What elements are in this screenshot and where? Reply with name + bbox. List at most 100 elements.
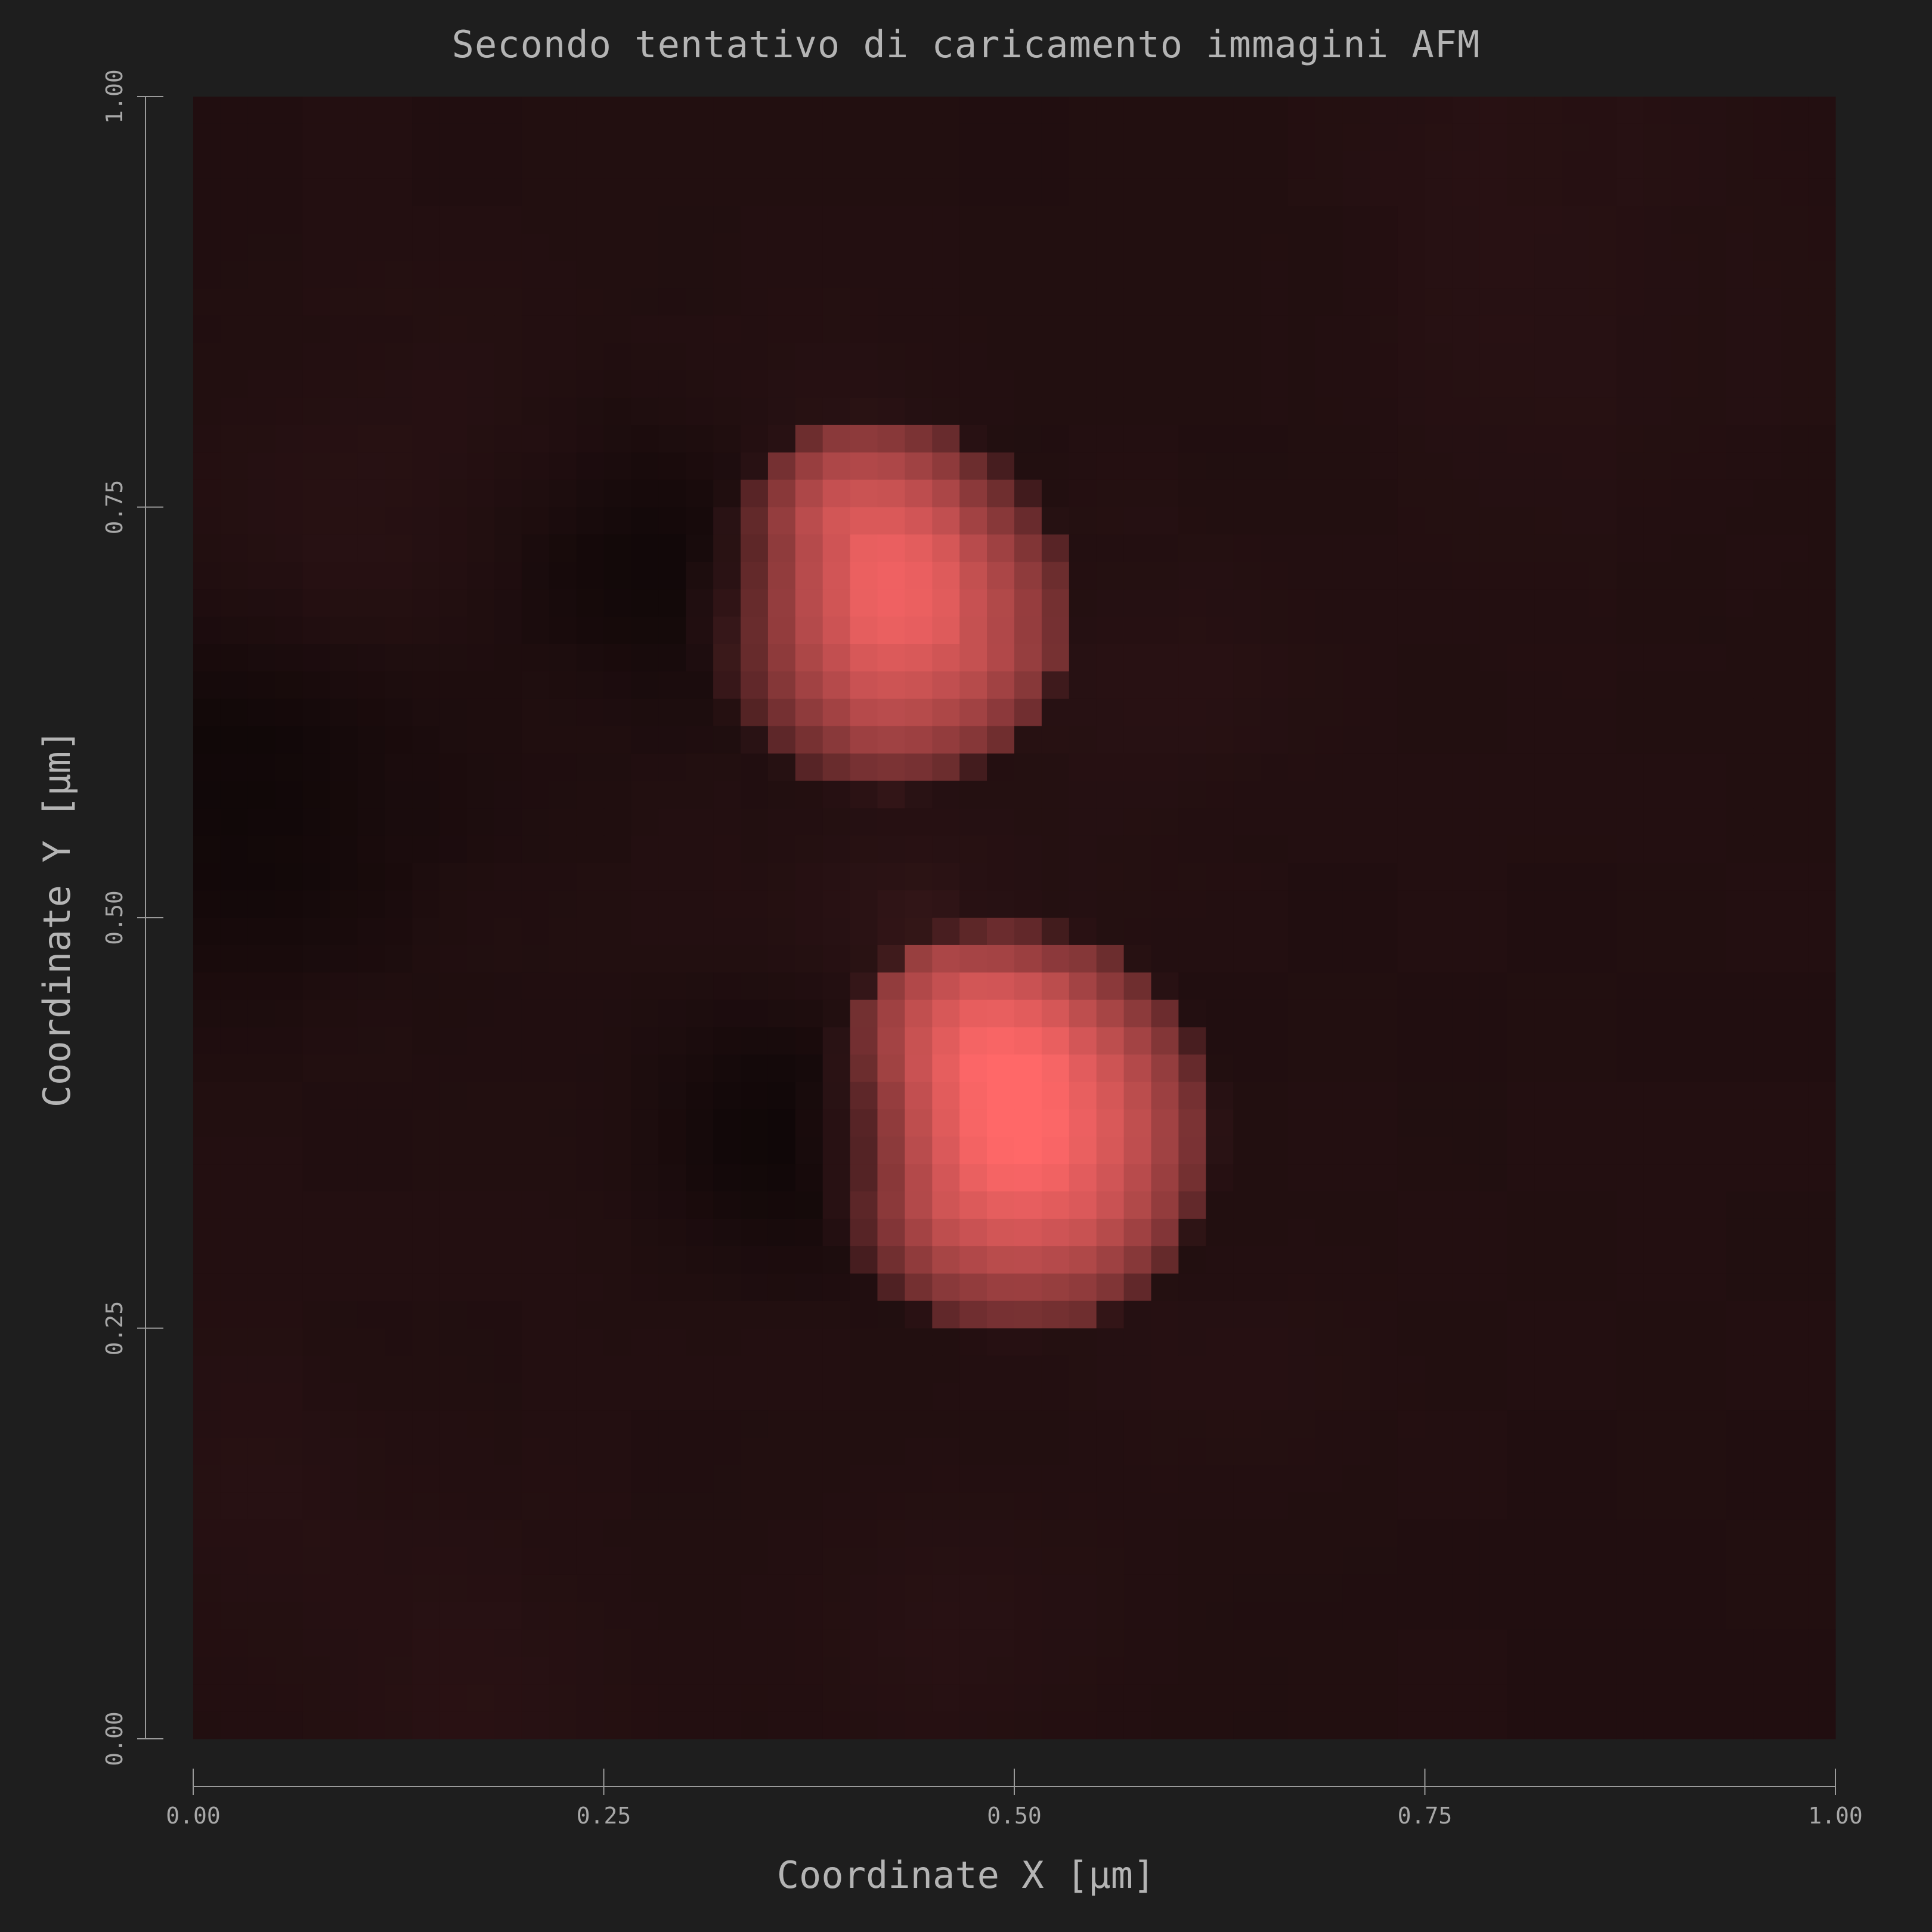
heatmap-cell — [193, 698, 221, 727]
heatmap-cell — [385, 261, 413, 289]
heatmap-cell — [439, 972, 467, 1001]
heatmap-cell — [1397, 1246, 1426, 1274]
heatmap-cell — [1151, 178, 1179, 207]
heatmap-cell — [549, 1246, 577, 1274]
heatmap-cell — [494, 452, 522, 481]
heatmap-cell — [549, 343, 577, 371]
heatmap-cell — [1643, 999, 1672, 1028]
heatmap-cell — [1616, 1519, 1645, 1548]
heatmap-cell — [1643, 1711, 1672, 1739]
heatmap-cell — [1288, 698, 1316, 727]
heatmap-cell — [1808, 97, 1836, 125]
heatmap-cell — [385, 1137, 413, 1165]
heatmap-cell — [713, 97, 741, 125]
heatmap-cell — [1041, 890, 1070, 918]
heatmap-cell — [1726, 726, 1754, 754]
heatmap-cell — [631, 1246, 659, 1274]
heatmap-cell — [549, 479, 577, 508]
heatmap-cell — [1616, 1027, 1645, 1055]
heatmap-cell — [932, 1355, 960, 1383]
heatmap-cell — [1507, 1574, 1535, 1603]
heatmap-cell — [1616, 890, 1645, 918]
heatmap-cell — [439, 397, 467, 426]
heatmap-cell — [1370, 890, 1398, 918]
heatmap-cell — [1808, 1547, 1836, 1575]
heatmap-cell — [932, 1574, 960, 1603]
heatmap-cell — [247, 343, 276, 371]
heatmap-cell — [822, 1684, 851, 1712]
heatmap-cell — [247, 999, 276, 1028]
heatmap-cell — [932, 151, 960, 179]
heatmap-cell — [1671, 617, 1699, 645]
heatmap-cell — [1096, 698, 1125, 727]
heatmap-cell — [439, 589, 467, 617]
heatmap-cell — [1014, 151, 1042, 179]
heatmap-cell — [521, 1657, 550, 1685]
heatmap-cell — [385, 1602, 413, 1630]
heatmap-cell — [275, 534, 304, 562]
heatmap-cell — [1261, 1410, 1289, 1438]
heatmap-cell — [357, 644, 385, 672]
heatmap-cell — [987, 999, 1015, 1028]
heatmap-cell — [1370, 918, 1398, 946]
heatmap-cell — [1178, 808, 1206, 836]
heatmap-cell — [247, 972, 276, 1001]
heatmap-cell — [549, 1383, 577, 1411]
heatmap-cell — [385, 1191, 413, 1219]
heatmap-cell — [822, 753, 851, 782]
heatmap-cell — [686, 972, 714, 1001]
heatmap-cell — [220, 1711, 249, 1739]
heatmap-cell — [741, 1602, 769, 1630]
heatmap-cell — [1589, 315, 1617, 343]
heatmap-cell — [357, 397, 385, 426]
heatmap-cell — [959, 1410, 987, 1438]
heatmap-cell — [1178, 123, 1206, 152]
heatmap-cell — [1178, 999, 1206, 1028]
heatmap-cell — [1534, 753, 1562, 782]
heatmap-cell — [1206, 945, 1234, 973]
heatmap-cell — [987, 97, 1015, 125]
heatmap-cell — [1151, 1328, 1179, 1356]
heatmap-cell — [467, 1657, 495, 1685]
heatmap-cell — [220, 178, 249, 207]
heatmap-cell — [247, 233, 276, 261]
heatmap-cell — [1315, 1492, 1343, 1521]
heatmap-cell — [658, 1355, 686, 1383]
heatmap-cell — [1069, 1054, 1097, 1082]
heatmap-cell — [1315, 151, 1343, 179]
heatmap-cell — [1261, 1246, 1289, 1274]
heatmap-cell — [412, 589, 440, 617]
heatmap-cell — [987, 1547, 1015, 1575]
heatmap-cell — [275, 288, 304, 316]
heatmap-cell — [1096, 1027, 1125, 1055]
heatmap-cell — [959, 97, 987, 125]
heatmap-cell — [1397, 123, 1426, 152]
heatmap-cell — [987, 1492, 1015, 1521]
heatmap-cell — [1151, 808, 1179, 836]
heatmap-cell — [330, 97, 358, 125]
heatmap-cell — [1041, 1218, 1070, 1247]
heatmap-cell — [822, 425, 851, 453]
heatmap-cell — [959, 479, 987, 508]
heatmap-cell — [1041, 233, 1070, 261]
heatmap-cell — [658, 1137, 686, 1165]
heatmap-cell — [1178, 206, 1206, 234]
heatmap-cell — [987, 315, 1015, 343]
heatmap-cell — [603, 1629, 631, 1657]
heatmap-cell — [247, 1246, 276, 1274]
heatmap-cell — [1589, 753, 1617, 782]
heatmap-cell — [932, 644, 960, 672]
heatmap-cell — [795, 781, 823, 809]
heatmap-cell — [1014, 1383, 1042, 1411]
heatmap-cell — [795, 1301, 823, 1329]
x-tick-label: 0.75 — [1398, 1803, 1453, 1829]
heatmap-cell — [1123, 562, 1152, 590]
heatmap-cell — [330, 425, 358, 453]
heatmap-cell — [1562, 425, 1590, 453]
heatmap-cell — [467, 1629, 495, 1657]
heatmap-cell — [686, 452, 714, 481]
heatmap-cell — [385, 1629, 413, 1657]
heatmap-cell — [521, 562, 550, 590]
heatmap-cell — [1452, 918, 1480, 946]
heatmap-cell — [1507, 562, 1535, 590]
